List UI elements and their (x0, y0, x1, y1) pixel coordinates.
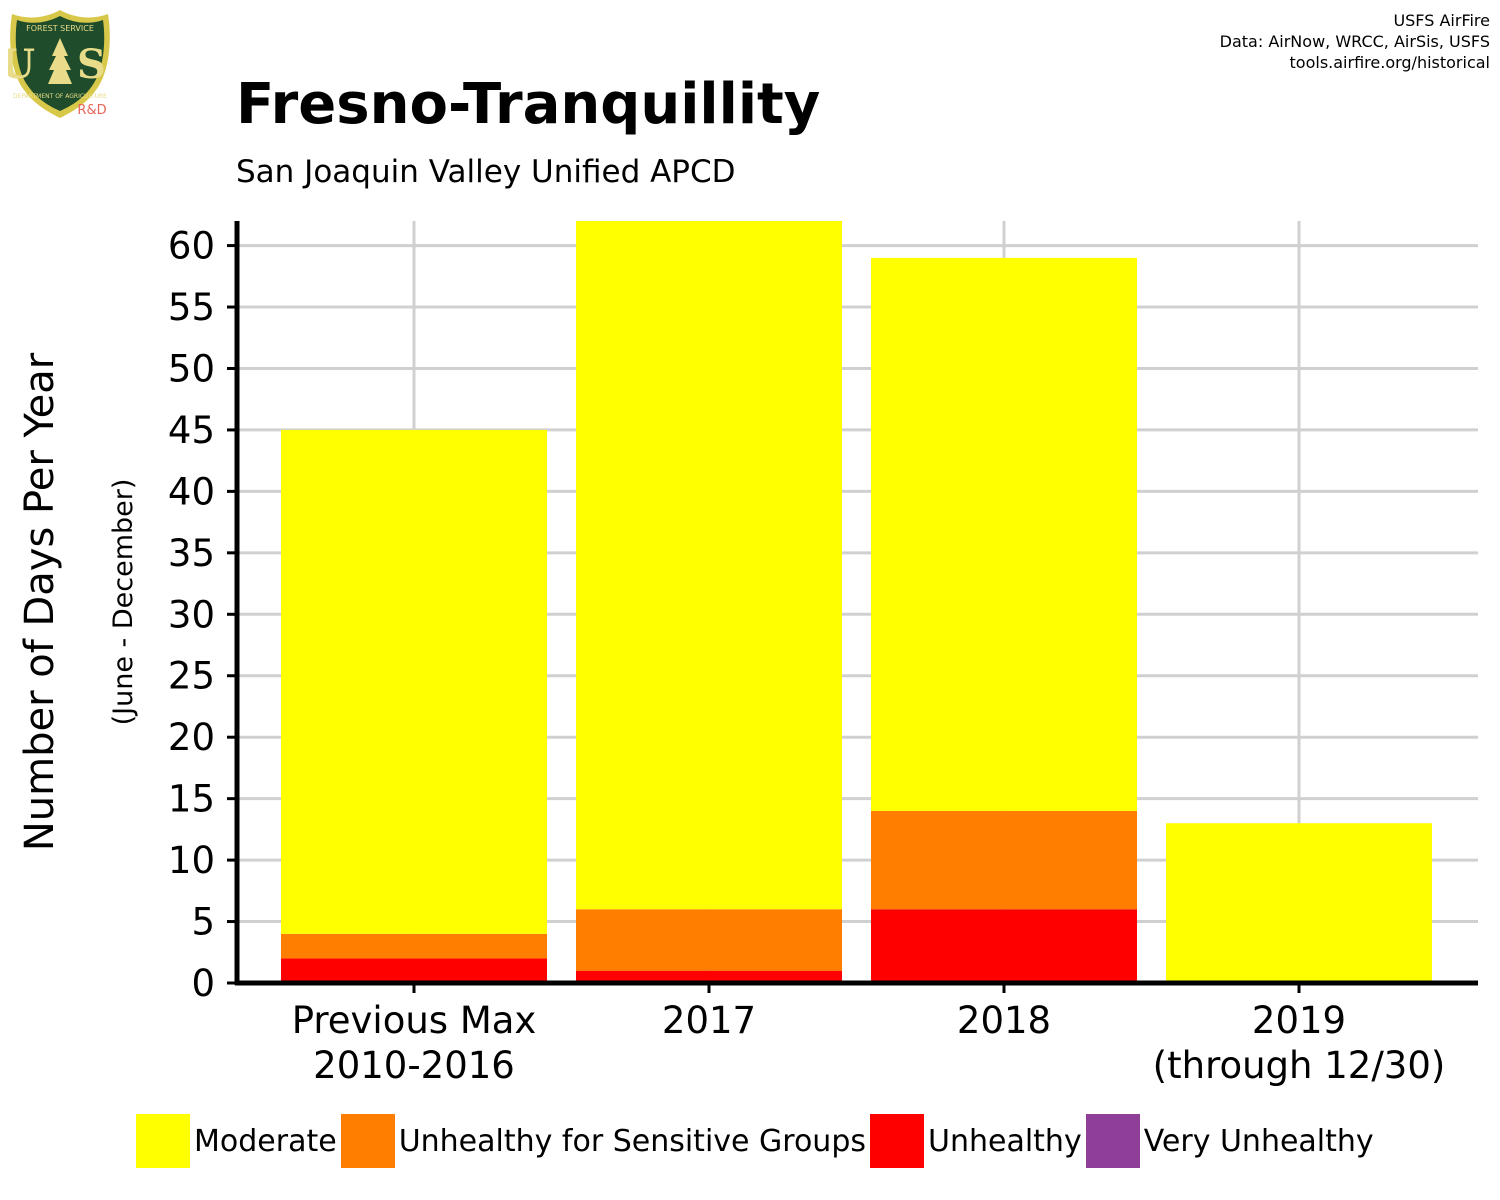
x-tick-label: 2017 (662, 999, 756, 1042)
y-tick-label: 55 (168, 286, 215, 329)
y-tick-label: 10 (168, 839, 215, 882)
legend-label: Unhealthy (928, 1123, 1082, 1159)
x-tick-label: 2018 (957, 999, 1051, 1042)
chart-subtitle: San Joaquin Valley Unified APCD (236, 154, 736, 190)
bar-segment (576, 970, 842, 983)
legend-item: Very Unhealthy (1085, 1114, 1374, 1168)
x-tick-label: Previous Max (292, 999, 537, 1042)
legend-item: Unhealthy (870, 1114, 1082, 1168)
bar-segment (281, 933, 547, 959)
y-tick-label: 15 (168, 778, 215, 821)
credits-block: USFS AirFire Data: AirNow, WRCC, AirSis,… (1220, 10, 1490, 73)
tree-icon (48, 38, 72, 84)
legend-item: Unhealthy for Sensitive Groups (340, 1114, 866, 1168)
chart-title: Fresno-Tranquillity (236, 72, 821, 137)
y-tick-label: 25 (168, 655, 215, 698)
legend-swatch (1085, 1114, 1140, 1168)
bar-segment (281, 429, 547, 934)
logo-top-text: FOREST SERVICE (26, 24, 94, 33)
legend-swatch (136, 1114, 190, 1168)
usfs-shield-icon: FOREST SERVICE U S DEPARTMENT OF AGRICUL… (8, 10, 110, 118)
y-tick-label: 0 (191, 962, 215, 1005)
y-tick-label: 35 (168, 532, 215, 575)
y-tick-label: 40 (168, 470, 215, 513)
y-axis-title: Number of Days Per Year (17, 352, 63, 851)
legend-label: Unhealthy for Sensitive Groups (398, 1123, 866, 1159)
x-tick-label: 2010-2016 (313, 1044, 515, 1087)
legend-swatch (870, 1114, 924, 1168)
y-tick-label: 20 (168, 716, 215, 759)
label-layer: 0 5 10 15 20 25 30 35 40 45 50 55 60 Previous Max2010… (17, 225, 1445, 1087)
bar-segment (871, 810, 1137, 910)
y-tick-label: 45 (168, 409, 215, 452)
legend-swatch (340, 1114, 395, 1168)
logo-tag: R&D (77, 103, 106, 118)
bar-segment (576, 909, 842, 971)
credit-line: Data: AirNow, WRCC, AirSis, USFS (1219, 32, 1490, 51)
legend-label: Moderate (194, 1123, 337, 1159)
y-tick-label: 5 (191, 901, 215, 944)
credit-line: USFS AirFire (1393, 11, 1490, 30)
bar-segment (281, 958, 547, 983)
bar-segment (576, 221, 842, 910)
credit-line: tools.airfire.org/historical (1289, 53, 1490, 72)
legend-label: Very Unhealthy (1143, 1123, 1374, 1159)
bar-layer (281, 221, 1432, 983)
legend-item: Moderate (136, 1114, 337, 1168)
logo-bottom-text: DEPARTMENT OF AGRICULTURE (13, 93, 107, 100)
bar-segment (1166, 823, 1432, 983)
y-tick-label: 60 (168, 225, 215, 268)
y-axis-subtitle: (June - December) (108, 479, 139, 726)
y-tick-label: 30 (168, 593, 215, 636)
bar-segment (871, 909, 1137, 983)
x-tick-label: (through 12/30) (1153, 1044, 1446, 1087)
y-tick-label: 50 (168, 347, 215, 390)
bar-segment (871, 257, 1137, 811)
axis-layer (227, 221, 1478, 993)
x-tick-label: 2019 (1252, 999, 1346, 1042)
legend: Moderate Unhealthy for Sensitive Groups Un… (136, 1113, 1378, 1169)
